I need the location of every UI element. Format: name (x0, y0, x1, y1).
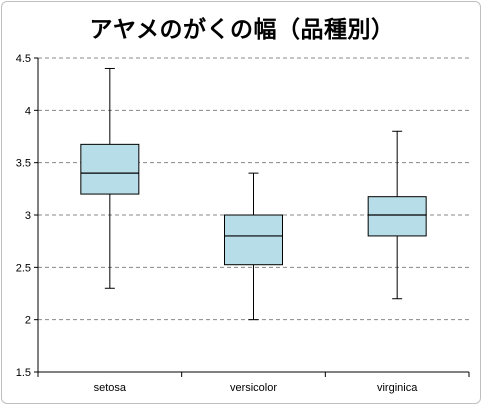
boxes (80, 67, 427, 321)
box-body (224, 214, 283, 266)
axes (34, 57, 470, 377)
y-tick-label: 2.5 (16, 262, 31, 274)
x-category-labels: setosa versicolor virginica (94, 382, 419, 394)
y-tick-labels: 1.5 2 2.5 3 3.5 4 4.5 (16, 53, 31, 379)
y-tick-label: 3 (25, 210, 31, 222)
x-category-label: virginica (377, 382, 418, 394)
chart-title: アヤメのがくの幅（品種別） (89, 17, 395, 43)
box-body (80, 143, 140, 195)
y-tick-label: 1.5 (16, 367, 31, 379)
y-tick-label: 3.5 (16, 158, 31, 170)
x-category-label: setosa (94, 382, 127, 394)
box-body (367, 196, 427, 237)
y-tick-label: 4.5 (16, 53, 31, 65)
box-virginica (367, 130, 427, 300)
box-versicolor (224, 172, 283, 321)
y-tick-label: 2 (25, 315, 31, 327)
x-category-label: versicolor (230, 382, 277, 394)
y-tick-label: 4 (25, 105, 31, 117)
box-setosa (80, 67, 140, 289)
